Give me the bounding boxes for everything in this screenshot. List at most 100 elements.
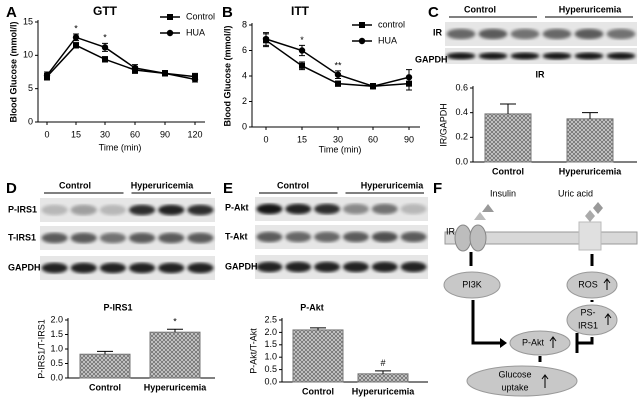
- group-label: Hyperuricemia: [361, 180, 425, 190]
- blot-band: [256, 261, 283, 273]
- point: [73, 42, 79, 49]
- blot-band: [400, 203, 427, 215]
- group-label: Hyperuricemia: [559, 4, 623, 14]
- legend-label: Control: [186, 11, 215, 21]
- y-tick-label: 10: [23, 50, 33, 60]
- blot-band: [606, 28, 636, 40]
- receptor: [454, 224, 472, 252]
- x-tick-label: Control: [492, 166, 524, 176]
- blot-band: [256, 203, 283, 215]
- up-arrow: [549, 336, 557, 348]
- up-arrow: [541, 374, 549, 388]
- annotation: **: [334, 60, 342, 70]
- x-tick-label: 90: [404, 134, 414, 144]
- point: [299, 62, 305, 69]
- panel-label: F: [433, 180, 442, 197]
- blot-band: [314, 203, 341, 215]
- y-tick-label: 1.5: [50, 329, 63, 339]
- chart-title: P-Akt: [300, 302, 324, 312]
- chart-title: P-IRS1: [103, 302, 132, 312]
- receptor: [469, 224, 487, 252]
- legend-marker: [358, 37, 366, 45]
- blot-band: [478, 28, 508, 40]
- bar: [484, 113, 532, 163]
- row-label: P-Akt: [225, 202, 249, 212]
- x-tick-label: 15: [297, 134, 307, 144]
- point: [298, 47, 306, 54]
- y-tick-label: 5: [28, 83, 33, 93]
- blot-strip: [255, 225, 428, 249]
- node: [566, 271, 618, 299]
- blot-strip: [40, 256, 215, 280]
- node-label: ROS: [578, 279, 598, 289]
- y-tick-label: 0.6: [455, 82, 468, 92]
- annotation: *: [173, 317, 177, 327]
- blot-band: [371, 261, 398, 273]
- blot-band: [542, 28, 572, 40]
- y-tick-label: 6: [242, 45, 247, 55]
- ligand: [585, 210, 595, 222]
- series-line: [46, 36, 196, 81]
- blot-band: [187, 232, 214, 244]
- blot-band: [99, 232, 127, 244]
- error-bar: [500, 103, 516, 114]
- y-tick-label: 4: [242, 70, 247, 80]
- y-tick-label: 1.0: [50, 343, 63, 353]
- y-axis-label: Blood Glucose (mmol/l): [8, 21, 18, 122]
- y-tick-label: 0.2: [455, 132, 468, 142]
- point: [131, 64, 139, 72]
- y-tick-label: 0.4: [455, 107, 468, 117]
- group-label: Control: [464, 4, 496, 14]
- node: [443, 271, 501, 299]
- blot-band: [342, 231, 369, 243]
- point: [335, 80, 341, 87]
- node-label: IRS1: [578, 320, 598, 330]
- blot-strip: [40, 226, 215, 250]
- y-axis-label: P-Akt/T-Akt: [248, 328, 258, 374]
- node-label: PI3K: [462, 279, 482, 289]
- blot-band: [400, 231, 427, 243]
- point: [191, 76, 199, 83]
- panel-label: C: [428, 4, 439, 21]
- blot-band: [574, 28, 604, 40]
- node-label: Glucose: [498, 369, 531, 379]
- blot-band: [187, 262, 214, 274]
- chart-title: IR: [536, 69, 546, 79]
- annotation: #: [380, 358, 385, 368]
- y-tick-label: 8: [242, 19, 247, 29]
- blot-band: [128, 204, 156, 216]
- x-tick-label: Control: [89, 382, 121, 392]
- blot-band: [187, 204, 214, 216]
- bar: [566, 118, 614, 163]
- blot-band: [342, 261, 369, 273]
- ligand-label: Insulin: [490, 188, 516, 198]
- x-tick-label: Hyperuricemia: [144, 382, 208, 392]
- blot-band: [99, 262, 127, 274]
- group-label: Control: [277, 180, 309, 190]
- chart-title: ITT: [291, 4, 310, 18]
- node: [509, 330, 571, 356]
- x-tick-label: 60: [368, 134, 378, 144]
- panel-label: E: [223, 180, 233, 197]
- row-label: GAPDH: [225, 261, 258, 271]
- point: [72, 34, 80, 41]
- y-tick-label: 0.0: [455, 156, 468, 166]
- blot-band: [256, 231, 283, 243]
- y-tick-label: 15: [23, 16, 33, 26]
- up-arrow: [603, 278, 611, 290]
- blot-band: [342, 203, 369, 215]
- blot-strip: [445, 22, 637, 46]
- error-bar: [97, 350, 113, 355]
- y-tick-label: 1.0: [264, 352, 277, 362]
- y-tick-label: 0.0: [264, 376, 277, 386]
- row-label: T-Akt: [225, 231, 248, 241]
- point: [43, 72, 51, 79]
- x-tick-label: Control: [302, 386, 334, 396]
- bar: [292, 329, 344, 383]
- blot-band: [128, 262, 156, 274]
- bar: [79, 353, 131, 379]
- y-axis-label: P-IRS1/T-IRS1: [36, 319, 46, 379]
- blot-band: [70, 262, 97, 274]
- blot-band: [70, 232, 97, 244]
